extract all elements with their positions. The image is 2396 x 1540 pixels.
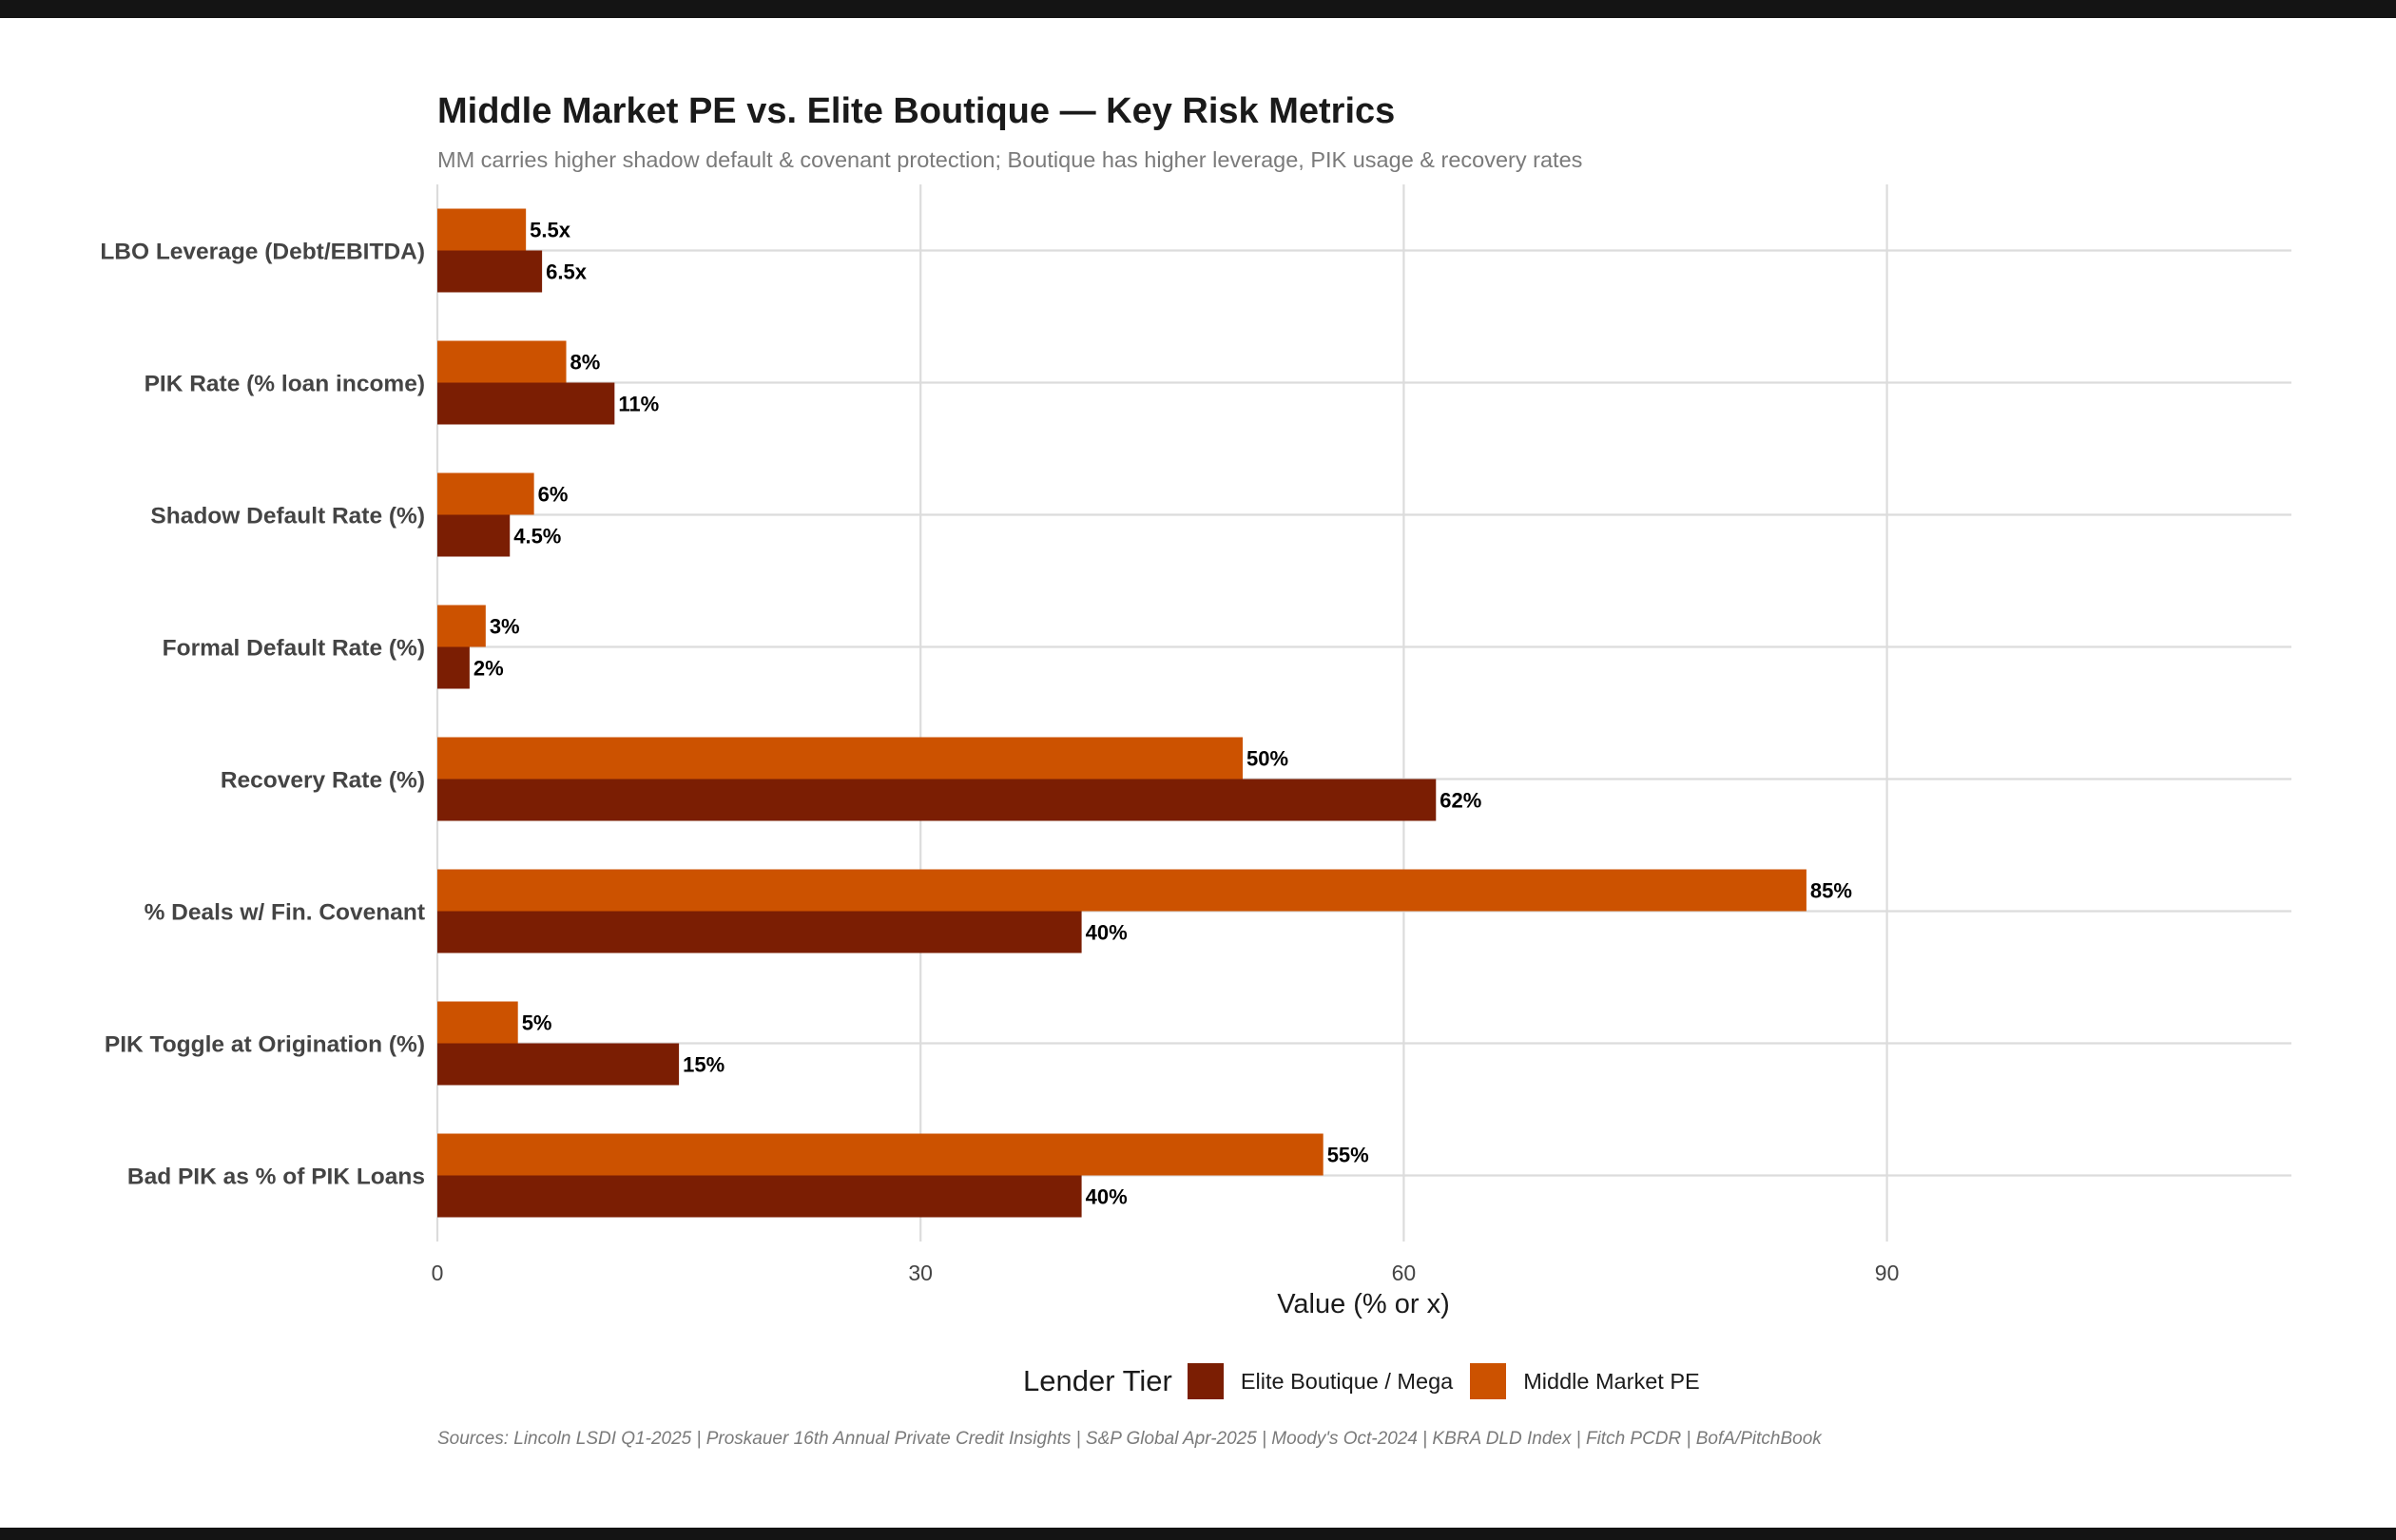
data-label: 15% <box>683 1053 725 1077</box>
data-label: 6.5x <box>546 260 588 284</box>
data-label: 55% <box>1327 1144 1369 1167</box>
bar-middle-market <box>437 869 1807 912</box>
bar-middle-market <box>437 605 486 647</box>
data-label: 4.5% <box>513 525 561 549</box>
legend-label-elite: Elite Boutique / Mega <box>1240 1368 1454 1394</box>
category-labels: LBO Leverage (Debt/EBITDA) PIK Rate (% lo… <box>100 240 425 1190</box>
bar-middle-market <box>437 472 534 515</box>
x-axis-title: Value (% or x) <box>1277 1289 1450 1319</box>
category-label: % Deals w/ Fin. Covenant <box>145 900 425 926</box>
bottom-border-band <box>0 1528 2396 1540</box>
category-label: Bad PIK as % of PIK Loans <box>127 1165 425 1190</box>
legend-title: Lender Tier <box>1023 1364 1172 1397</box>
bar-middle-market <box>437 737 1243 780</box>
bars <box>437 208 1807 1218</box>
category-label: PIK Rate (% loan income) <box>145 372 425 397</box>
data-label: 5.5x <box>530 219 571 242</box>
data-labels: 5.5x 6.5x 8% 11% 6% 4.5% 3% 2% 50% 62% 85% 40% 5% 15%… <box>473 219 1852 1209</box>
bar-elite-boutique <box>437 779 1437 821</box>
data-label: 62% <box>1440 789 1481 813</box>
x-tick-label: 0 <box>432 1261 444 1285</box>
legend-label-middle-market: Middle Market PE <box>1523 1368 1700 1394</box>
bar-elite-boutique <box>437 514 511 557</box>
category-label: LBO Leverage (Debt/EBITDA) <box>100 240 425 265</box>
bar-elite-boutique <box>437 382 615 425</box>
legend-key-elite <box>1187 1363 1224 1399</box>
data-label: 5% <box>522 1011 552 1035</box>
data-label: 85% <box>1810 879 1852 903</box>
bar-middle-market <box>437 1133 1324 1176</box>
category-label: PIK Toggle at Origination (%) <box>105 1032 425 1058</box>
legend: Lender Tier Elite Boutique / Mega Middle… <box>1023 1360 1717 1402</box>
data-label: 2% <box>473 657 504 681</box>
category-label: Shadow Default Rate (%) <box>150 504 425 529</box>
x-axis-ticks: 0 30 60 90 <box>432 1261 1900 1285</box>
data-label: 40% <box>1086 1185 1128 1209</box>
grid-lines <box>435 184 2291 1242</box>
data-label: 11% <box>618 393 659 416</box>
data-label: 6% <box>538 483 569 507</box>
bar-middle-market <box>437 1001 518 1044</box>
bar-middle-market <box>437 208 527 251</box>
sources-caption: Sources: Lincoln LSDI Q1-2025 | Proskaue… <box>437 1429 1822 1449</box>
x-tick-label: 90 <box>1875 1261 1900 1285</box>
bar-middle-market <box>437 340 567 383</box>
chart-title: Middle Market PE vs. Elite Boutique — Ke… <box>437 91 1396 131</box>
bar-elite-boutique <box>437 646 470 689</box>
x-tick-label: 30 <box>908 1261 933 1285</box>
category-label: Recovery Rate (%) <box>221 768 425 794</box>
bar-elite-boutique <box>437 911 1082 953</box>
bar-elite-boutique <box>437 1043 680 1086</box>
data-label: 3% <box>490 615 520 639</box>
category-label: Formal Default Rate (%) <box>163 636 425 662</box>
bar-elite-boutique <box>437 250 543 293</box>
data-label: 40% <box>1086 921 1128 945</box>
data-label: 50% <box>1246 747 1288 771</box>
bar-elite-boutique <box>437 1175 1082 1218</box>
top-border-band <box>0 0 2396 18</box>
chart-subtitle: MM carries higher shadow default & coven… <box>437 147 1583 172</box>
x-tick-label: 60 <box>1392 1261 1417 1285</box>
legend-key-middle-market <box>1470 1363 1507 1399</box>
data-label: 8% <box>570 351 601 375</box>
